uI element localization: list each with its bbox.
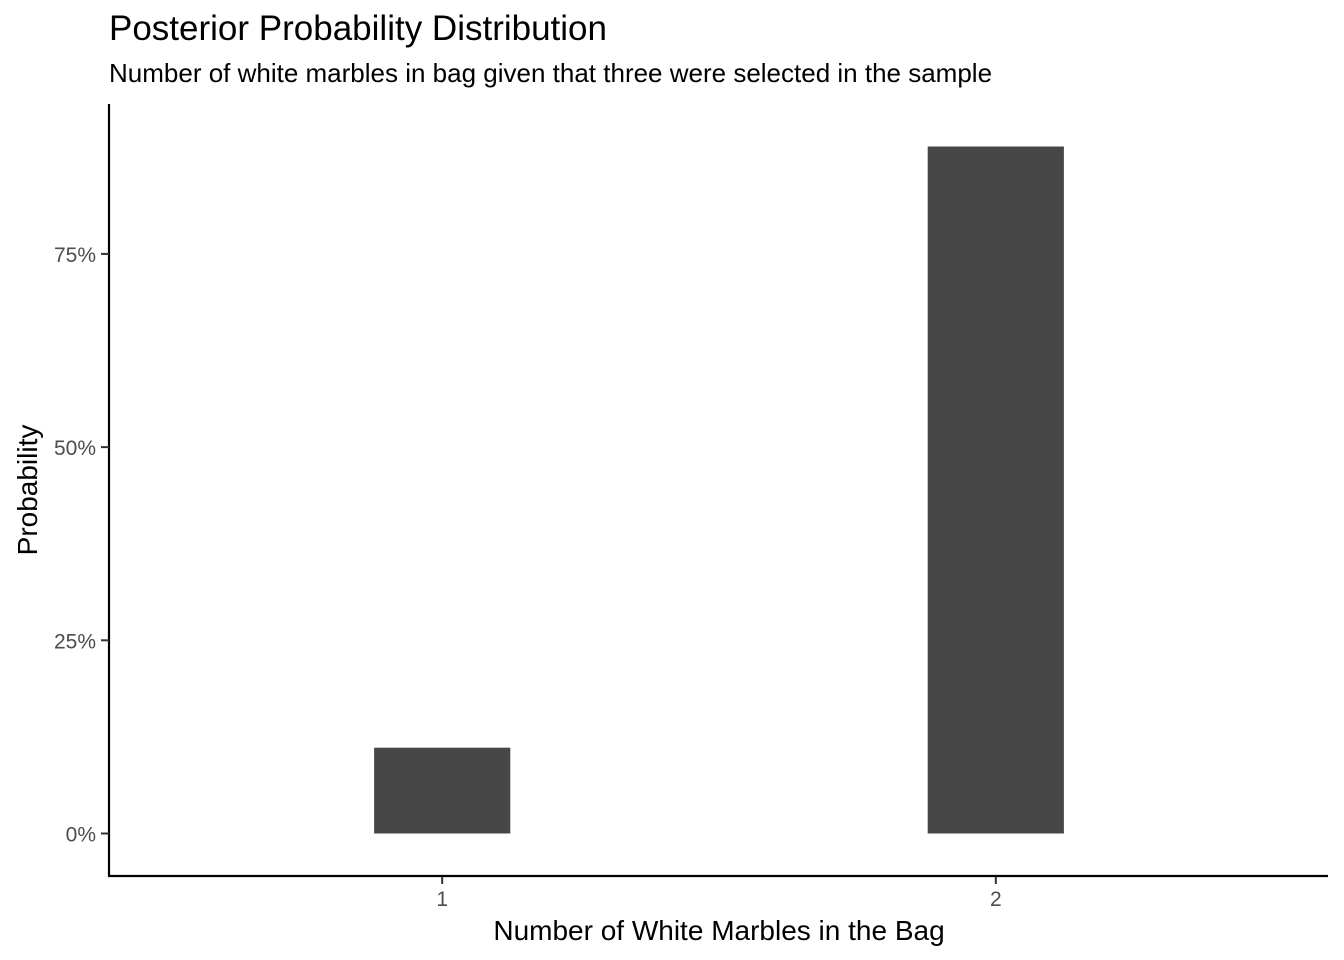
y-tick-label: 25% [54,630,96,653]
x-axis-title: Number of White Marbles in the Bag [493,915,944,946]
bars [374,146,1064,834]
x-tick-label: 1 [436,888,448,911]
bar-1 [374,747,511,834]
y-tick-label: 0% [66,823,96,846]
y-tick-label: 75% [54,244,96,267]
chart-subtitle: Number of white marbles in bag given tha… [109,58,992,88]
y-tick-label: 50% [54,437,96,460]
bar-2 [927,146,1064,834]
y-axis-ticks: 0% 25% 50% 75% [54,244,109,846]
chart-title: Posterior Probability Distribution [109,9,607,48]
x-tick-label: 2 [990,888,1002,911]
y-axis-title: Probability [12,425,43,556]
